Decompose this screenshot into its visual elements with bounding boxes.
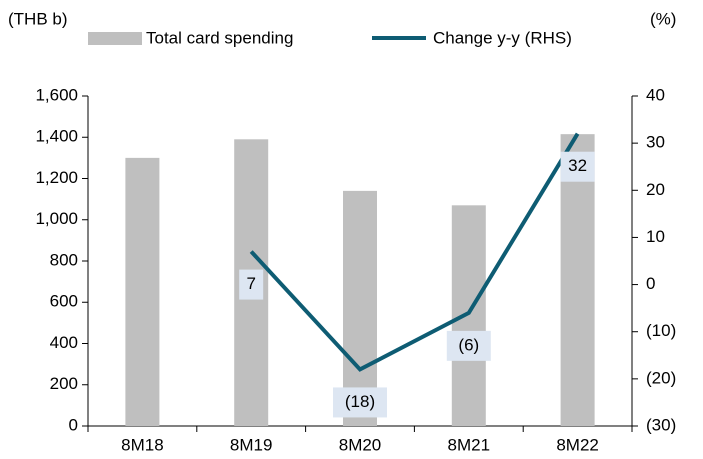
value-label-box bbox=[239, 269, 264, 300]
value-label: 32 bbox=[568, 156, 587, 175]
bar bbox=[451, 205, 486, 426]
y-tick-label: 1,600 bbox=[35, 85, 78, 104]
bar bbox=[560, 134, 595, 426]
legend-label: Total card spending bbox=[146, 28, 293, 47]
x-tick-label: 8M20 bbox=[339, 435, 382, 454]
y2-tick-label: (20) bbox=[646, 368, 676, 387]
y-tick-label: 1,200 bbox=[35, 168, 78, 187]
y-tick-label: 400 bbox=[50, 333, 78, 352]
bar bbox=[343, 190, 377, 426]
value-label-box bbox=[333, 387, 387, 418]
y-tick-label: 1,400 bbox=[35, 127, 78, 146]
legend-swatch bbox=[88, 32, 142, 45]
bar bbox=[125, 157, 160, 426]
value-label-box bbox=[446, 330, 491, 361]
y-tick-label: 200 bbox=[50, 374, 78, 393]
y2-tick-label: (10) bbox=[646, 321, 676, 340]
y2-tick-label: 0 bbox=[646, 274, 655, 293]
y-tick-label: 1,000 bbox=[35, 209, 78, 228]
y-tick-label: 600 bbox=[50, 292, 78, 311]
x-tick-label: 8M21 bbox=[448, 435, 491, 454]
y-axis-label: (THB b) bbox=[8, 9, 68, 28]
legend-label: Change y-y (RHS) bbox=[433, 28, 572, 47]
y2-tick-label: 30 bbox=[646, 133, 665, 152]
y2-axis-label: (%) bbox=[650, 9, 676, 28]
value-label: (18) bbox=[345, 392, 375, 411]
y-tick-label: 0 bbox=[69, 415, 78, 434]
x-tick-label: 8M19 bbox=[230, 435, 273, 454]
y2-tick-label: 20 bbox=[646, 180, 665, 199]
y2-tick-label: 40 bbox=[646, 85, 665, 104]
y2-tick-label: 10 bbox=[646, 227, 665, 246]
line bbox=[249, 132, 580, 372]
y2-tick-label: (30) bbox=[646, 415, 676, 434]
y-tick-label: 800 bbox=[50, 250, 78, 269]
value-label: 7 bbox=[246, 274, 255, 293]
x-tick-label: 8M22 bbox=[556, 435, 599, 454]
x-tick-label: 8M18 bbox=[121, 435, 164, 454]
value-label: (6) bbox=[458, 335, 479, 354]
value-label-box bbox=[560, 151, 595, 182]
